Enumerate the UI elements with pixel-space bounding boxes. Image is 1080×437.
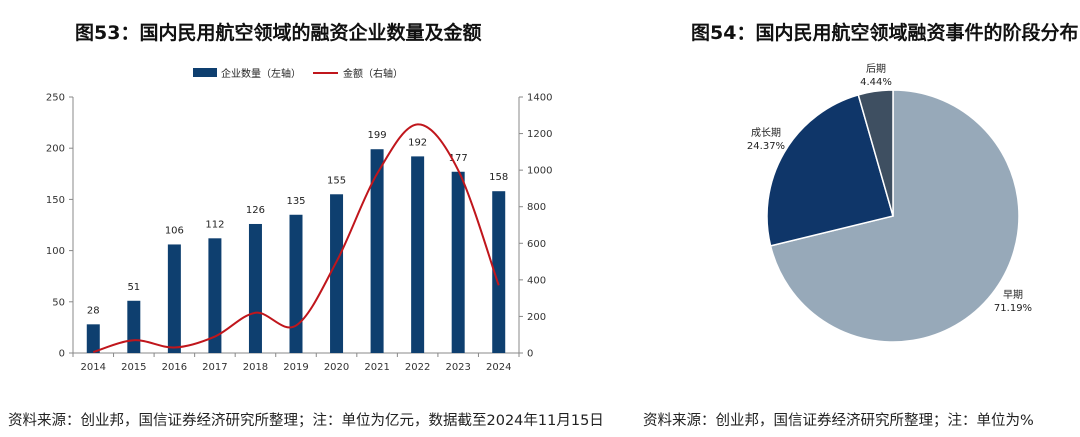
pie-slice-name: 成长期: [751, 127, 781, 139]
left-chart-title: 图53：国内民用航空领域的融资企业数量及金额: [75, 22, 482, 44]
bar: [330, 194, 344, 353]
left-source-note: 资料来源：创业邦，国信证券经济研究所整理；注：单位为亿元，数据截至2024年11…: [8, 413, 604, 429]
legend-line-label: 金额（右轴）: [343, 67, 403, 80]
left-y-tick-label: 0: [59, 349, 65, 360]
bar-data-label: 51: [127, 282, 140, 293]
x-tick-label: 2018: [243, 362, 268, 373]
bar: [167, 244, 181, 353]
pie-slice: [857, 89, 894, 217]
x-tick-label: 2019: [283, 362, 308, 373]
bar: [86, 324, 100, 353]
x-tick-label: 2023: [445, 362, 470, 373]
right-y-tick-label: 200: [527, 312, 546, 323]
bar: [208, 238, 222, 353]
right-y-tick-label: 800: [527, 202, 546, 213]
x-tick-label: 2020: [324, 362, 349, 373]
pie-slice: [766, 93, 894, 247]
right-source-note: 资料来源：创业邦，国信证券经济研究所整理；注：单位为%: [643, 413, 1034, 429]
x-tick-label: 2021: [364, 362, 389, 373]
bar: [451, 171, 465, 353]
pie-slice-name: 早期: [1003, 289, 1023, 301]
bar-data-label: 155: [327, 175, 346, 186]
bar-data-label: 126: [246, 205, 265, 216]
right-y-tick-label: 400: [527, 275, 546, 286]
legend-bar-label: 企业数量（左轴）: [221, 67, 301, 80]
bar-data-label: 135: [286, 196, 305, 207]
bar: [127, 300, 141, 353]
x-tick-label: 2015: [121, 362, 146, 373]
pie-slice: [769, 89, 1020, 343]
bar: [370, 149, 384, 353]
pie-slice-value: 4.44%: [860, 77, 892, 88]
x-tick-label: 2024: [486, 362, 511, 373]
bar: [248, 223, 262, 353]
left-y-tick-label: 150: [46, 195, 65, 206]
right-y-tick-label: 1200: [527, 129, 552, 140]
pie-slice-name: 后期: [866, 63, 886, 75]
left-y-tick-label: 200: [46, 144, 65, 155]
bar-data-label: 199: [368, 130, 387, 141]
x-tick-label: 2014: [81, 362, 106, 373]
right-y-tick-label: 600: [527, 239, 546, 250]
bar-data-label: 192: [408, 137, 427, 148]
bar-data-label: 28: [87, 305, 100, 316]
left-y-tick-label: 250: [46, 93, 65, 104]
amount-line: [92, 123, 500, 354]
bar: [411, 156, 425, 353]
left-y-tick-label: 50: [52, 297, 65, 308]
left-y-tick-label: 100: [46, 246, 65, 257]
legend-bar-swatch: [193, 68, 217, 77]
bar: [492, 191, 506, 353]
bar-data-label: 177: [449, 153, 468, 164]
pie-slice-value: 24.37%: [747, 141, 785, 152]
right-y-tick-label: 1000: [527, 166, 552, 177]
right-chart-title: 图54：国内民用航空领域融资事件的阶段分布: [691, 22, 1079, 44]
pie-slice-value: 71.19%: [994, 303, 1032, 314]
x-tick-label: 2016: [162, 362, 187, 373]
bar-data-label: 158: [489, 172, 508, 183]
bar: [289, 214, 303, 353]
x-tick-label: 2017: [202, 362, 227, 373]
right-y-tick-label: 0: [527, 349, 533, 360]
right-y-tick-label: 1400: [527, 93, 552, 104]
bar-data-label: 112: [205, 219, 224, 230]
x-tick-label: 2022: [405, 362, 430, 373]
bar-data-label: 106: [165, 225, 184, 236]
